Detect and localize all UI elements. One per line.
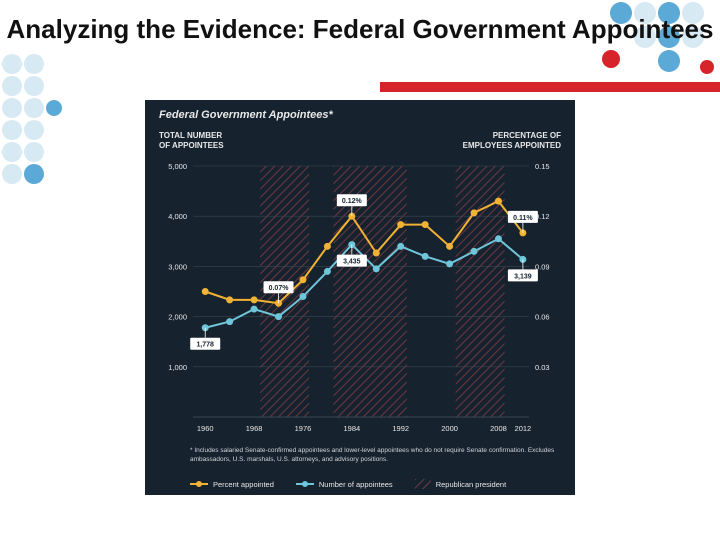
svg-text:PERCENTAGE OF: PERCENTAGE OF bbox=[493, 131, 561, 140]
svg-text:0.06: 0.06 bbox=[535, 313, 550, 322]
chart-footnote: * Includes salaried Senate-confirmed app… bbox=[190, 447, 555, 465]
svg-text:2000: 2000 bbox=[441, 424, 458, 433]
legend-appointees: Number of appointees bbox=[296, 480, 393, 489]
svg-text:1976: 1976 bbox=[295, 424, 312, 433]
svg-text:0.12%: 0.12% bbox=[342, 198, 363, 205]
svg-text:TOTAL NUMBER: TOTAL NUMBER bbox=[159, 131, 222, 140]
svg-text:0.15: 0.15 bbox=[535, 162, 550, 171]
legend-percent-label: Percent appointed bbox=[213, 480, 274, 489]
chart-container: Federal Government Appointees* TOTAL NUMB… bbox=[145, 100, 575, 495]
legend-band: Republican president bbox=[415, 479, 506, 489]
svg-text:1960: 1960 bbox=[197, 424, 214, 433]
hatch-icon bbox=[415, 479, 431, 489]
svg-text:0.11%: 0.11% bbox=[513, 215, 533, 222]
svg-text:EMPLOYEES APPOINTED: EMPLOYEES APPOINTED bbox=[463, 141, 562, 150]
svg-text:5,000: 5,000 bbox=[168, 162, 187, 171]
legend-band-label: Republican president bbox=[436, 480, 506, 489]
svg-text:3,139: 3,139 bbox=[514, 273, 532, 280]
svg-text:1992: 1992 bbox=[392, 424, 409, 433]
svg-text:0.03: 0.03 bbox=[535, 363, 550, 372]
legend-appointees-label: Number of appointees bbox=[319, 480, 393, 489]
svg-text:OF APPOINTEES: OF APPOINTEES bbox=[159, 141, 224, 150]
svg-text:1,000: 1,000 bbox=[168, 363, 187, 372]
svg-text:1968: 1968 bbox=[246, 424, 263, 433]
svg-text:3,000: 3,000 bbox=[168, 262, 187, 271]
svg-text:4,000: 4,000 bbox=[168, 212, 187, 221]
svg-text:0.07%: 0.07% bbox=[269, 285, 290, 292]
svg-text:2008: 2008 bbox=[490, 424, 507, 433]
svg-text:2,000: 2,000 bbox=[168, 313, 187, 322]
page-title: Analyzing the Evidence: Federal Governme… bbox=[0, 14, 720, 45]
svg-text:2012: 2012 bbox=[515, 424, 532, 433]
legend-percent: Percent appointed bbox=[190, 480, 274, 489]
svg-text:1984: 1984 bbox=[343, 424, 360, 433]
chart-legend: Percent appointed Number of appointees R… bbox=[190, 479, 506, 489]
accent-bar bbox=[380, 82, 720, 92]
chart-svg: Federal Government Appointees* TOTAL NUMB… bbox=[145, 100, 575, 495]
svg-text:3,435: 3,435 bbox=[343, 259, 361, 266]
svg-text:1,778: 1,778 bbox=[196, 342, 214, 349]
svg-text:Federal Government Appointees*: Federal Government Appointees* bbox=[159, 109, 334, 121]
